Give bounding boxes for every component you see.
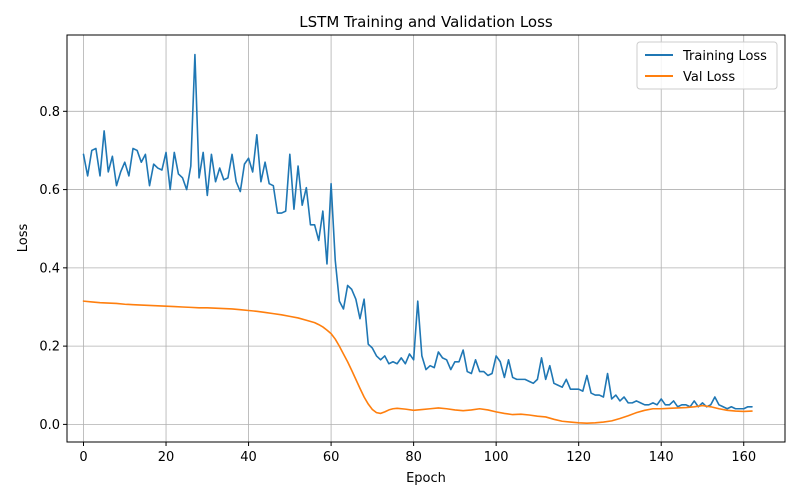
y-axis-label: Loss <box>16 224 31 253</box>
y-tick-label: 0.8 <box>39 105 60 120</box>
legend: Training Loss Val Loss <box>636 41 778 90</box>
legend-box <box>636 41 778 90</box>
y-tick-label: 0.0 <box>39 418 60 433</box>
y-tick-label: 0.4 <box>39 261 60 276</box>
plot-series <box>82 53 753 425</box>
x-tick-label: 60 <box>323 450 340 465</box>
y-axis-ticks: 0.0 0.2 0.4 0.6 0.8 <box>39 105 67 433</box>
x-axis-ticks: 0 20 40 60 80 100 120 140 160 <box>79 442 756 465</box>
x-tick-label: 100 <box>484 450 509 465</box>
series-line-training-loss <box>82 53 753 410</box>
x-tick-label: 20 <box>158 450 175 465</box>
x-tick-label: 140 <box>649 450 674 465</box>
chart-title: LSTM Training and Validation Loss <box>299 13 553 31</box>
series-line-val-loss <box>82 300 753 425</box>
x-tick-label: 120 <box>566 450 591 465</box>
plot-frame <box>66 34 786 443</box>
legend-label-training-loss: Training Loss <box>682 49 767 64</box>
x-tick-label: 80 <box>405 450 422 465</box>
grid-lines <box>67 35 785 442</box>
x-tick-label: 0 <box>79 450 87 465</box>
x-tick-label: 40 <box>240 450 257 465</box>
y-tick-label: 0.6 <box>39 183 60 198</box>
y-tick-label: 0.2 <box>39 340 60 355</box>
legend-label-val-loss: Val Loss <box>683 70 735 85</box>
x-tick-label: 160 <box>731 450 756 465</box>
x-axis-label: Epoch <box>406 471 446 486</box>
